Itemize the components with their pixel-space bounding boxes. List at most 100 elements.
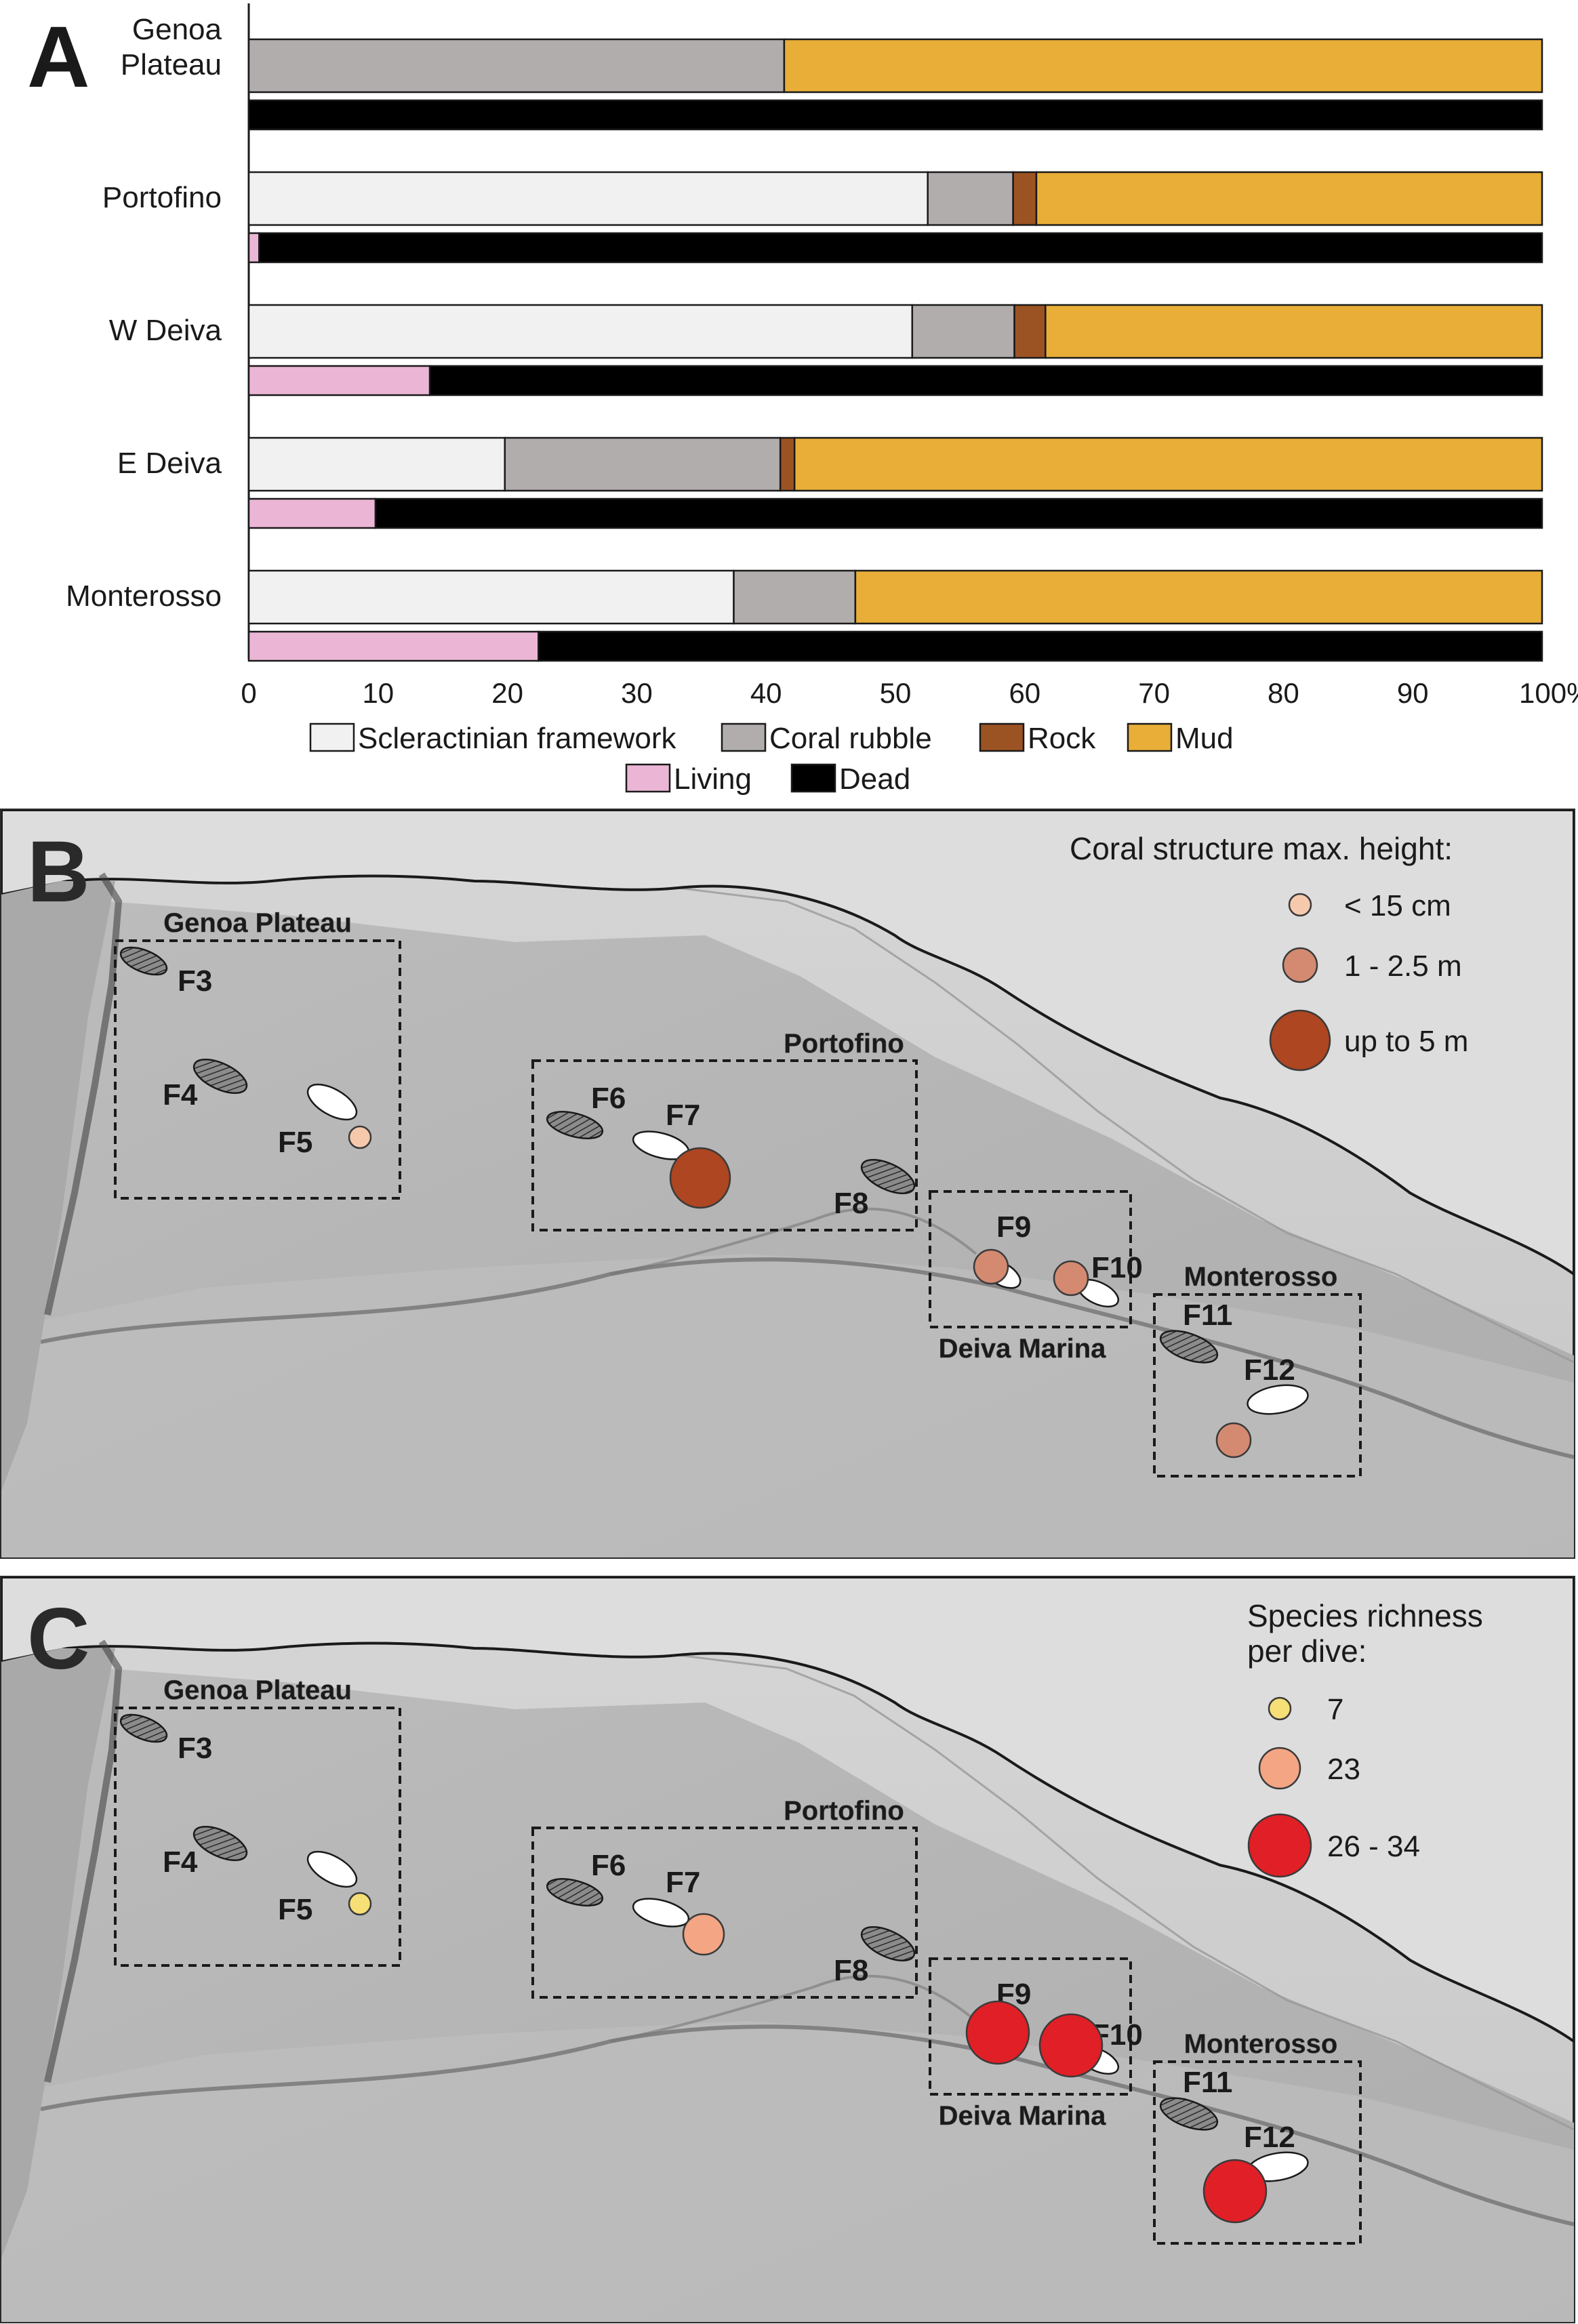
bar-segment-scleractinian-framework — [247, 171, 929, 226]
bar-segment-mud — [1045, 304, 1543, 359]
legend-marker — [1258, 1747, 1301, 1790]
legend-label: 23 — [1327, 1753, 1360, 1786]
site-label: F5 — [278, 1893, 312, 1926]
bar-segment-rock — [779, 436, 796, 492]
category-label: Plateau — [121, 48, 222, 81]
study-area-label: Deiva Marina — [939, 1334, 1107, 1364]
legend: Scleractinian framework Coral rubble Rock M… — [309, 722, 1234, 796]
site-label: F9 — [996, 1210, 1031, 1244]
study-area-box — [1153, 2060, 1362, 2245]
legend-label: < 15 cm — [1344, 889, 1451, 922]
category-label: E Deiva — [117, 447, 222, 480]
site-map: Genoa Plateau Portofino Deiva Marina Monter… — [114, 1675, 1362, 2245]
legend-title: per dive: — [1247, 1633, 1367, 1669]
legend-label: Rock — [1028, 722, 1096, 755]
site-footprint-f11 — [1159, 1330, 1219, 1364]
site-label: F3 — [178, 1732, 212, 1765]
bar-segment-dead — [374, 497, 1543, 529]
x-axis-ticks: 0 10 20 30 40 50 60 70 80 90 100% — [241, 677, 1578, 709]
legend-label: 1 - 2.5 m — [1344, 950, 1462, 983]
study-area-label: Monterosso — [1184, 2029, 1338, 2059]
marker-f9 — [965, 2000, 1030, 2065]
marker-f12 — [1202, 2159, 1268, 2224]
study-area-label: Portofino — [784, 1029, 904, 1059]
study-area-label: Portofino — [784, 1796, 904, 1826]
legend-swatch — [979, 722, 1025, 752]
marker-f5 — [348, 1125, 372, 1149]
panel-c-letter: C — [27, 1591, 89, 1688]
legend-label: 26 - 34 — [1327, 1830, 1420, 1863]
site-footprint-f11 — [1159, 2097, 1219, 2131]
site-footprint-f4 — [193, 1059, 248, 1094]
west-escarpment — [44, 1639, 123, 2083]
site-footprint-f8 — [860, 1159, 916, 1194]
site-label: F12 — [1244, 2121, 1295, 2154]
bar-segment-scleractinian-framework — [247, 436, 506, 492]
legend-label: Dead — [839, 762, 910, 796]
legend: Coral structure max. height: < 15 cm 1 - 2… — [1070, 831, 1468, 1072]
study-area-box — [114, 1707, 401, 1967]
bar-segment-living — [247, 497, 377, 529]
canyon-ridge — [40, 2024, 1574, 2226]
site-label: F4 — [163, 1078, 198, 1112]
legend-swatch — [1127, 722, 1173, 752]
bar-segment-mud — [793, 436, 1543, 492]
site-label: F3 — [178, 964, 212, 998]
panel-a-letter: A — [27, 9, 89, 106]
site-footprint-f6 — [546, 1878, 604, 1907]
legend-swatch — [790, 763, 836, 793]
coastline — [1, 810, 1574, 1276]
legend-marker — [1282, 947, 1318, 983]
legend-label: Coral rubble — [769, 722, 932, 755]
category-label: Genoa — [132, 13, 222, 46]
site-label: F11 — [1183, 1299, 1232, 1332]
bar-segment-living — [247, 630, 540, 662]
bar-segment-mud — [854, 569, 1543, 625]
bar-segment-living — [247, 365, 431, 396]
x-tick-label: 10 — [362, 677, 394, 709]
site-label: F11 — [1183, 2066, 1232, 2099]
x-tick-label: 60 — [1009, 677, 1040, 709]
study-area-label: Deiva Marina — [939, 2101, 1107, 2131]
study-area-box — [1153, 1293, 1362, 1477]
site-footprint-f6 — [546, 1111, 604, 1139]
site-label: F6 — [591, 1082, 626, 1115]
site-map: Genoa Plateau Portofino Deiva Marina Monter… — [114, 908, 1362, 1477]
marker-f7 — [669, 1147, 731, 1209]
site-label: F8 — [834, 1954, 868, 1987]
bar-segment-mud — [783, 38, 1543, 94]
legend-swatch — [625, 763, 671, 793]
bar-segment-coral-rubble — [733, 569, 857, 625]
site-footprint-f3 — [119, 946, 168, 976]
marker-f7 — [682, 1913, 725, 1956]
bar-segment-mud — [1035, 171, 1543, 226]
site-footprint-f12 — [1247, 1384, 1309, 1415]
panel-b: B Coral structure max. height: < 15 cm 1 -… — [0, 809, 1575, 1559]
study-area-label: Genoa Plateau — [163, 1675, 352, 1705]
marker-f10 — [1038, 2013, 1104, 2078]
basin-shading — [1, 2021, 1574, 2322]
study-area-box — [531, 1059, 918, 1231]
study-area-box — [114, 939, 401, 1200]
x-tick-label: 80 — [1268, 677, 1299, 709]
x-tick-label: 90 — [1397, 677, 1429, 709]
bar-segment-coral-rubble — [247, 38, 786, 94]
bar-segment-rock — [1012, 171, 1038, 226]
bar-segment-dead — [538, 630, 1543, 662]
bathymetry — [1, 1577, 1574, 2322]
marker-f5 — [348, 1892, 372, 1916]
site-footprint-f5 — [306, 1850, 358, 1888]
site-footprint-f5 — [306, 1083, 358, 1121]
x-tick-label: 40 — [750, 677, 782, 709]
x-tick-label: 50 — [880, 677, 912, 709]
legend-label: Living — [674, 762, 752, 796]
legend-swatch — [309, 722, 355, 752]
legend-marker — [1269, 1009, 1331, 1072]
site-label: F7 — [666, 1099, 700, 1132]
bar-segment-coral-rubble — [504, 436, 782, 492]
site-footprint-f3 — [119, 1713, 168, 1743]
bar-segment-coral-rubble — [911, 304, 1015, 359]
